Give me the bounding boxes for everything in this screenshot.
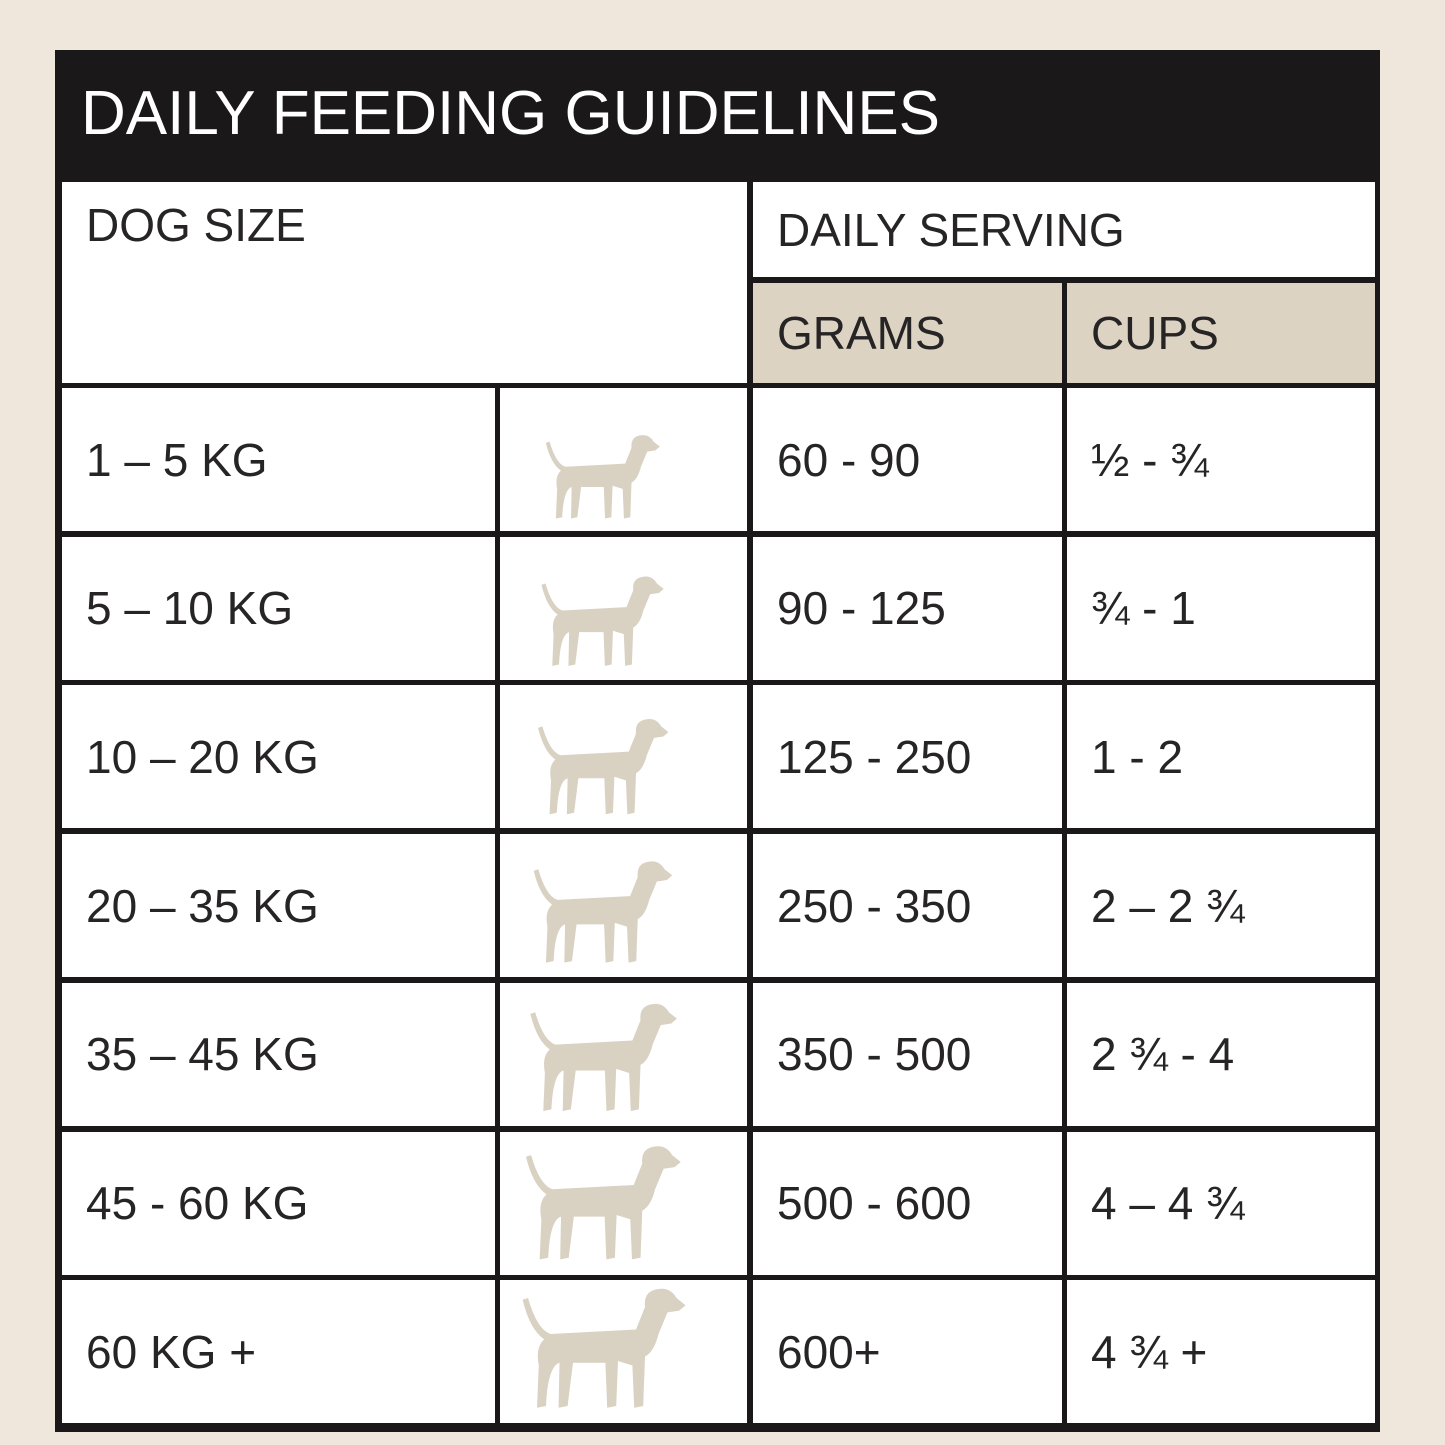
size-cell: 20 – 35 KG: [62, 834, 495, 978]
dog-cell: [500, 1131, 747, 1275]
dog-icon: [523, 854, 676, 969]
grams-cell: 600+: [753, 1280, 1062, 1424]
header-cell: DAILY SERVING: [753, 182, 1375, 277]
grams-cell: 90 - 125: [753, 536, 1062, 680]
cups-cell: ½ - ¾: [1067, 388, 1375, 531]
cups-cell: 1 - 2: [1067, 685, 1375, 829]
dog-cell: [500, 1280, 747, 1424]
header-cell: DOG SIZE: [62, 182, 747, 383]
dog-cell: [500, 388, 747, 531]
size-cell: 10 – 20 KG: [62, 685, 495, 829]
dog-icon: [514, 1138, 685, 1266]
grams-cell: 350 - 500: [753, 982, 1062, 1126]
size-cell: 5 – 10 KG: [62, 536, 495, 680]
grams-cell: 500 - 600: [753, 1131, 1062, 1275]
size-cell: 45 - 60 KG: [62, 1131, 495, 1275]
dog-icon: [510, 1280, 690, 1415]
cups-cell: ¾ - 1: [1067, 536, 1375, 680]
grams-cell: 60 - 90: [753, 388, 1062, 531]
title: DAILY FEEDING GUIDELINES: [81, 79, 941, 148]
grams-cell: 125 - 250: [753, 685, 1062, 829]
size-cell: 35 – 45 KG: [62, 982, 495, 1126]
table-frame: DAILY FEEDING GUIDELINES DOG SIZE DAILY …: [55, 50, 1380, 1432]
cups-cell: 2 – 2 ¾: [1067, 834, 1375, 978]
size-cell: 60 KG +: [62, 1280, 495, 1424]
dog-cell: [500, 685, 747, 829]
cups-cell: 2 ¾ - 4: [1067, 982, 1375, 1126]
header-cell: CUPS: [1067, 283, 1375, 383]
cups-cell: 4 ¾ +: [1067, 1280, 1375, 1424]
header-cell: GRAMS: [753, 283, 1062, 383]
dog-icon: [528, 712, 672, 820]
size-cell: 1 – 5 KG: [62, 388, 495, 531]
dog-icon: [519, 996, 681, 1118]
dog-cell: [500, 982, 747, 1126]
dog-cell: [500, 834, 747, 978]
dog-icon: [532, 570, 667, 671]
dog-cell: [500, 536, 747, 680]
dog-icon: [537, 429, 663, 524]
cups-cell: 4 – 4 ¾: [1067, 1131, 1375, 1275]
grams-cell: 250 - 350: [753, 834, 1062, 978]
